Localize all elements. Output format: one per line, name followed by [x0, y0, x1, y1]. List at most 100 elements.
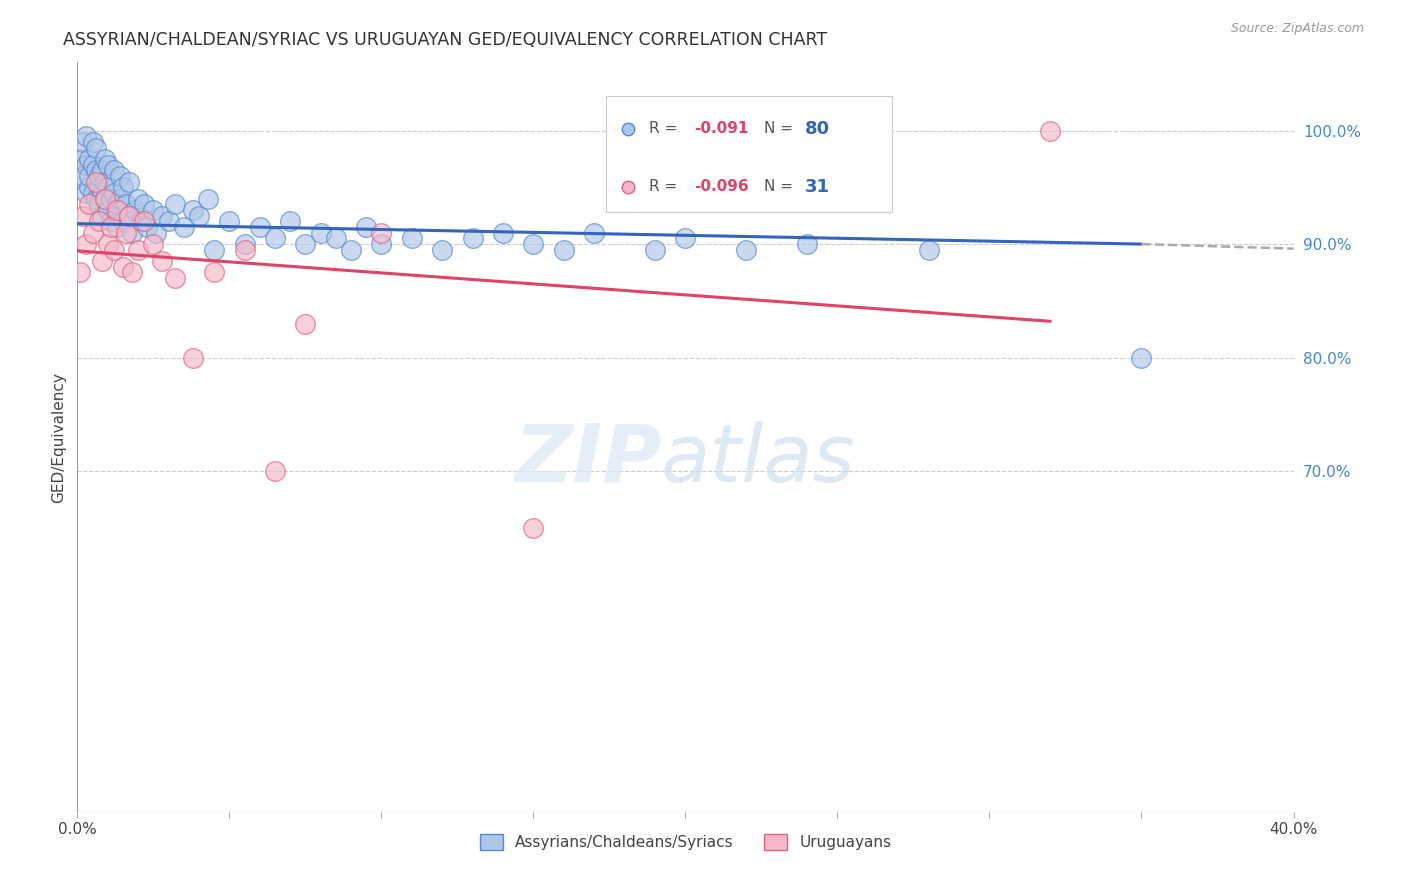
Point — [118, 209, 141, 223]
Point — [103, 163, 125, 178]
Point — [461, 231, 484, 245]
Point — [93, 152, 115, 166]
Text: 31: 31 — [804, 178, 830, 195]
Point — [93, 192, 115, 206]
Point — [121, 226, 143, 240]
Point — [84, 140, 107, 154]
Point — [100, 214, 122, 228]
Point — [735, 243, 758, 257]
Point — [103, 243, 125, 257]
Point — [218, 214, 240, 228]
Point — [136, 220, 159, 235]
Point — [75, 158, 97, 172]
Point — [1130, 351, 1153, 365]
Point — [118, 209, 141, 223]
Point — [87, 180, 110, 194]
Point — [69, 265, 91, 279]
Point — [188, 209, 211, 223]
Point — [644, 243, 666, 257]
Text: ZIP: ZIP — [513, 420, 661, 499]
Point — [90, 254, 112, 268]
Point — [145, 226, 167, 240]
Point — [202, 265, 225, 279]
Point — [115, 197, 138, 211]
Point — [105, 197, 128, 211]
Point — [108, 169, 131, 183]
Point — [294, 237, 316, 252]
Point — [75, 129, 97, 144]
Point — [108, 192, 131, 206]
Point — [249, 220, 271, 235]
Point — [134, 214, 156, 228]
Text: Source: ZipAtlas.com: Source: ZipAtlas.com — [1230, 22, 1364, 36]
Point — [163, 271, 186, 285]
Point — [163, 197, 186, 211]
Point — [82, 158, 104, 172]
Point — [100, 220, 122, 235]
Point — [278, 214, 301, 228]
Point — [675, 231, 697, 245]
Point — [124, 202, 146, 217]
Point — [84, 175, 107, 189]
Point — [72, 135, 94, 149]
Point — [115, 226, 138, 240]
FancyBboxPatch shape — [606, 96, 893, 212]
Point — [309, 226, 332, 240]
Text: N =: N = — [765, 179, 799, 194]
Point — [1039, 123, 1062, 137]
Legend: Assyrians/Chaldeans/Syriacs, Uruguayans: Assyrians/Chaldeans/Syriacs, Uruguayans — [474, 829, 897, 856]
Point — [492, 226, 515, 240]
Point — [294, 317, 316, 331]
Point — [127, 192, 149, 206]
Point — [401, 231, 423, 245]
Point — [72, 169, 94, 183]
Point — [100, 192, 122, 206]
Point — [325, 231, 347, 245]
Point — [105, 220, 128, 235]
Point — [75, 237, 97, 252]
Point — [134, 197, 156, 211]
Point — [87, 214, 110, 228]
Point — [157, 214, 180, 228]
Point — [97, 202, 120, 217]
Point — [84, 192, 107, 206]
Point — [111, 214, 134, 228]
Point — [87, 197, 110, 211]
Point — [197, 192, 219, 206]
Point — [111, 260, 134, 274]
Point — [79, 152, 101, 166]
Point — [181, 351, 204, 365]
Point — [90, 186, 112, 200]
Point — [97, 180, 120, 194]
Text: -0.091: -0.091 — [695, 121, 748, 136]
Text: ASSYRIAN/CHALDEAN/SYRIAC VS URUGUAYAN GED/EQUIVALENCY CORRELATION CHART: ASSYRIAN/CHALDEAN/SYRIAC VS URUGUAYAN GE… — [63, 31, 827, 49]
Point — [82, 135, 104, 149]
Point — [121, 265, 143, 279]
Point — [202, 243, 225, 257]
Y-axis label: GED/Equivalency: GED/Equivalency — [51, 372, 66, 502]
Point — [90, 163, 112, 178]
Point — [82, 186, 104, 200]
Point — [87, 169, 110, 183]
Point — [103, 186, 125, 200]
Point — [79, 197, 101, 211]
Text: -0.096: -0.096 — [695, 179, 748, 194]
Point — [97, 237, 120, 252]
Point — [918, 243, 941, 257]
Point — [264, 464, 287, 478]
Point — [90, 209, 112, 223]
Point — [69, 152, 91, 166]
Point — [82, 226, 104, 240]
Point — [796, 237, 818, 252]
Text: 80: 80 — [804, 120, 830, 137]
Point — [583, 226, 606, 240]
Text: N =: N = — [765, 121, 799, 136]
Point — [79, 180, 101, 194]
Text: R =: R = — [650, 179, 682, 194]
Point — [142, 202, 165, 217]
Point — [522, 521, 544, 535]
Point — [264, 231, 287, 245]
Point — [553, 243, 575, 257]
Point — [72, 209, 94, 223]
Point — [79, 169, 101, 183]
